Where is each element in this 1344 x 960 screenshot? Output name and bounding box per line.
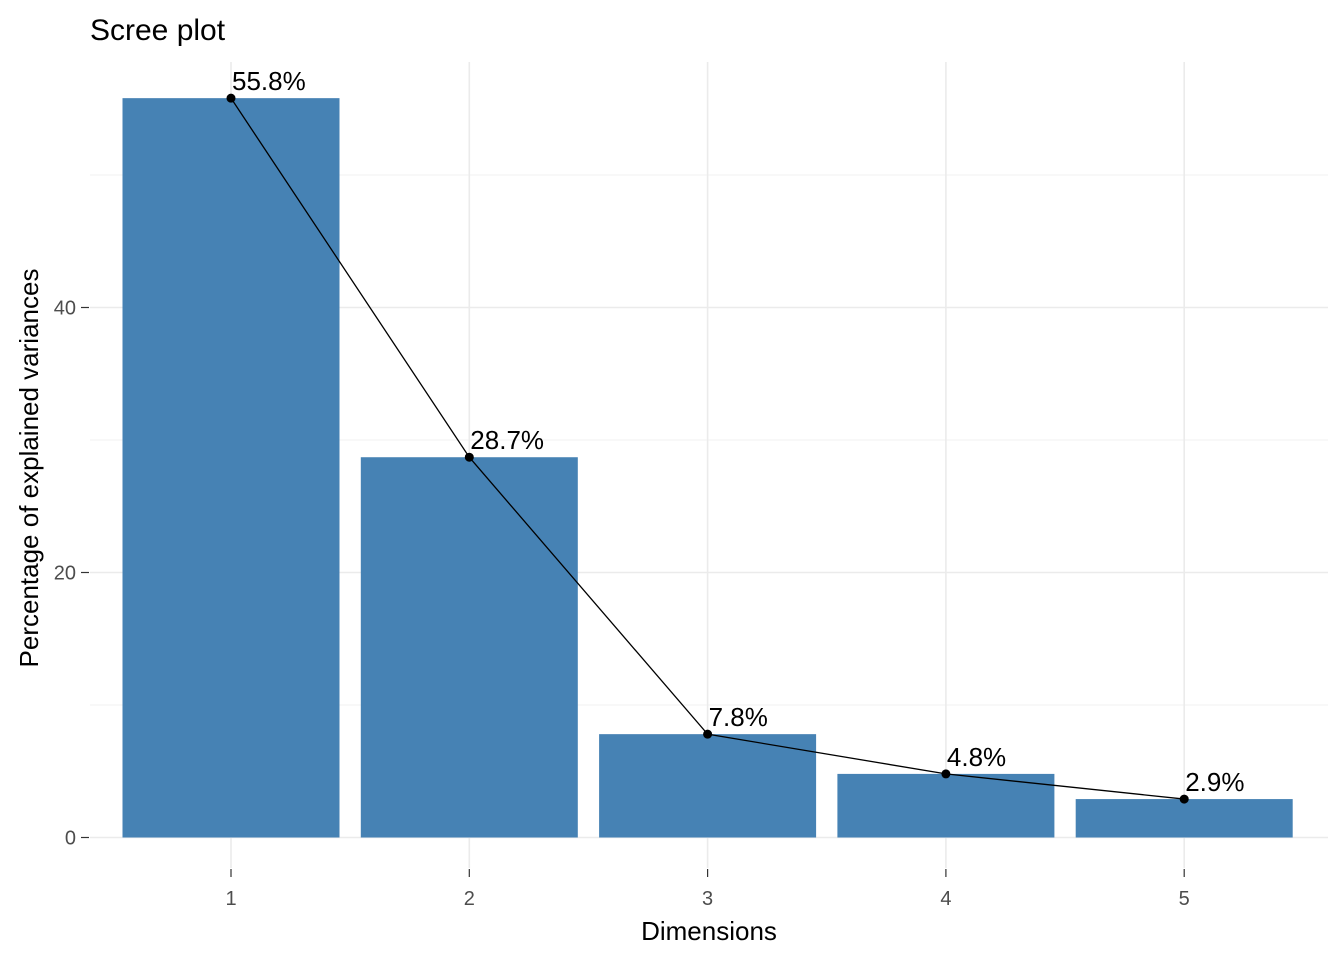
data-label: 55.8%: [232, 66, 306, 96]
data-labels: 55.8% 28.7% 7.8% 4.8% 2.9%: [232, 66, 1244, 797]
data-point: [464, 452, 474, 462]
y-tick-label: 20: [54, 563, 76, 585]
x-tick-label: 2: [464, 888, 475, 910]
y-axis-title: Percentage of explained variances: [14, 269, 44, 668]
data-point: [703, 729, 713, 739]
bar: [360, 457, 578, 838]
x-axis-title: Dimensions: [641, 916, 777, 946]
data-point: [1179, 794, 1189, 804]
bars: [122, 98, 1293, 838]
data-point: [226, 93, 236, 103]
axes: 0 20 40 1 2 3 4 5: [54, 298, 1190, 911]
data-label: 28.7%: [470, 425, 544, 455]
bar: [599, 734, 817, 838]
x-tick-label: 1: [225, 888, 236, 910]
bar: [837, 773, 1055, 838]
y-tick-label: 0: [65, 828, 76, 850]
data-label: 7.8%: [709, 702, 768, 732]
x-tick-label: 3: [702, 888, 713, 910]
data-label: 4.8%: [947, 742, 1006, 772]
x-tick-label: 5: [1179, 888, 1190, 910]
y-tick-label: 40: [54, 298, 76, 320]
bar: [1075, 799, 1293, 838]
bar: [122, 98, 340, 838]
data-label: 2.9%: [1185, 767, 1244, 797]
x-tick-label: 4: [940, 888, 951, 910]
data-point: [941, 769, 951, 779]
chart-title: Scree plot: [90, 14, 226, 47]
trend-line: [226, 93, 1189, 804]
